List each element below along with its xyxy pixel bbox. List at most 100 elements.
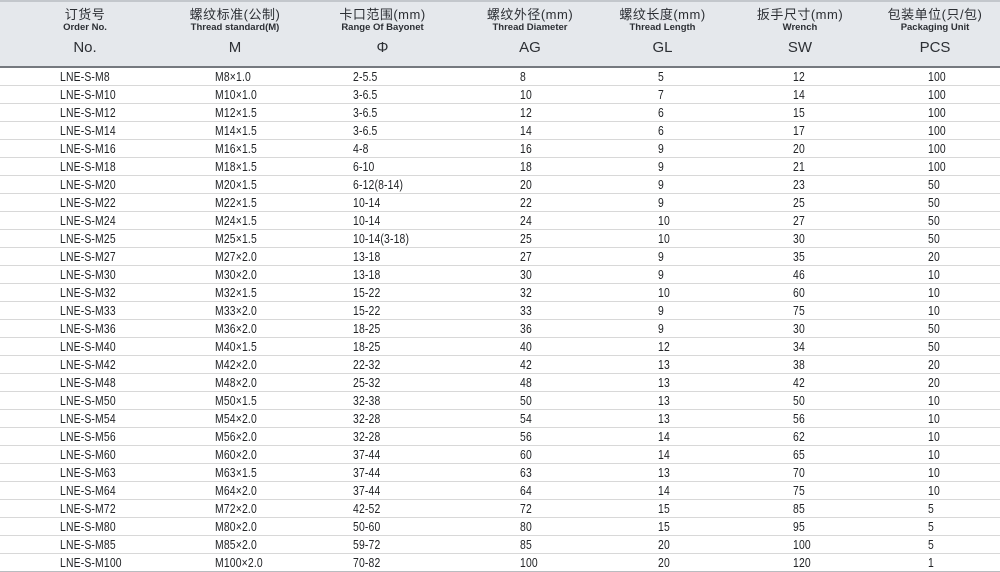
table-cell-bayonet-range: 3-6.5 <box>300 104 465 122</box>
table-cell-thread-length: 10 <box>595 284 730 302</box>
cell-value: 10 <box>928 302 940 318</box>
cell-value: 21 <box>793 158 805 174</box>
cell-value: 72 <box>520 500 532 516</box>
cell-value: 10 <box>928 266 940 282</box>
cell-value: M63×1.5 <box>215 464 257 480</box>
cell-value: 10-14 <box>353 194 381 210</box>
table-row: LNE-S-M100 M100×2.0 70-82 100 20 120 1 <box>0 554 1000 572</box>
cell-value: 13 <box>658 374 670 390</box>
cell-value: 18-25 <box>353 338 381 354</box>
table-cell-thread-diameter: 72 <box>465 500 595 518</box>
table-cell-thread-diameter: 48 <box>465 374 595 392</box>
table-cell-wrench-size: 14 <box>730 86 870 104</box>
table-cell-order-no: LNE-S-M30 <box>0 266 170 284</box>
cell-value: M56×2.0 <box>215 428 257 444</box>
table-cell-wrench-size: 62 <box>730 428 870 446</box>
table-cell-bayonet-range: 15-22 <box>300 284 465 302</box>
table-cell-packaging-unit: 10 <box>870 410 1000 428</box>
table-cell-bayonet-range: 50-60 <box>300 518 465 536</box>
cell-value: LNE-S-M56 <box>60 428 116 444</box>
table-cell-wrench-size: 17 <box>730 122 870 140</box>
table-cell-thread-standard: M8×1.0 <box>170 68 300 86</box>
table-cell-order-no: LNE-S-M48 <box>0 374 170 392</box>
table-cell-packaging-unit: 10 <box>870 266 1000 284</box>
table-cell-packaging-unit: 50 <box>870 212 1000 230</box>
cell-value: 100 <box>793 536 811 552</box>
table-cell-thread-length: 10 <box>595 212 730 230</box>
cell-value: LNE-S-M18 <box>60 158 116 174</box>
header-label-cn: 订货号 <box>64 7 106 22</box>
table-row: LNE-S-M54 M54×2.0 32-28 54 13 56 10 <box>0 410 1000 428</box>
cell-value: 46 <box>793 266 805 282</box>
table-cell-thread-length: 9 <box>595 266 730 284</box>
table-cell-bayonet-range: 6-12(8-14) <box>300 176 465 194</box>
table-cell-thread-standard: M16×1.5 <box>170 140 300 158</box>
cell-value: 54 <box>520 410 532 426</box>
table-cell-thread-diameter: 60 <box>465 446 595 464</box>
table-cell-order-no: LNE-S-M64 <box>0 482 170 500</box>
cell-value: 10 <box>928 446 940 462</box>
cell-value: M40×1.5 <box>215 338 257 354</box>
cell-value: 42 <box>520 356 532 372</box>
table-cell-bayonet-range: 32-28 <box>300 410 465 428</box>
cell-value: 64 <box>520 482 532 498</box>
cell-value: LNE-S-M85 <box>60 536 116 552</box>
cell-value: 13 <box>658 464 670 480</box>
cell-value: M18×1.5 <box>215 158 257 174</box>
header-label-en: Packaging Unit <box>900 22 970 33</box>
table-row: LNE-S-M60 M60×2.0 37-44 60 14 65 10 <box>0 446 1000 464</box>
cell-value: 15 <box>658 518 670 534</box>
table-cell-packaging-unit: 10 <box>870 392 1000 410</box>
table-cell-packaging-unit: 50 <box>870 338 1000 356</box>
table-cell-packaging-unit: 5 <box>870 518 1000 536</box>
table-cell-packaging-unit: 100 <box>870 86 1000 104</box>
table-cell-thread-standard: M64×2.0 <box>170 482 300 500</box>
table-cell-order-no: LNE-S-M40 <box>0 338 170 356</box>
column-header-thread-length: 螺纹长度(mm) Thread Length GL <box>595 2 730 66</box>
table-cell-packaging-unit: 100 <box>870 122 1000 140</box>
table-row: LNE-S-M56 M56×2.0 32-28 56 14 62 10 <box>0 428 1000 446</box>
table-cell-thread-length: 15 <box>595 500 730 518</box>
cell-value: 32 <box>520 284 532 300</box>
cell-value: 3-6.5 <box>353 104 378 120</box>
cell-value: 42-52 <box>353 500 381 516</box>
table-cell-thread-standard: M27×2.0 <box>170 248 300 266</box>
cell-value: 56 <box>793 410 805 426</box>
table-cell-thread-diameter: 36 <box>465 320 595 338</box>
header-symbol: M <box>228 39 242 56</box>
cell-value: M14×1.5 <box>215 122 257 138</box>
cell-value: LNE-S-M100 <box>60 554 122 570</box>
table-cell-thread-diameter: 18 <box>465 158 595 176</box>
cell-value: 120 <box>793 554 811 570</box>
table-cell-order-no: LNE-S-M8 <box>0 68 170 86</box>
table-body: LNE-S-M8 M8×1.0 2-5.5 8 5 12 100 LNE-S-M10 M10×1… <box>0 68 1000 572</box>
table-row: LNE-S-M27 M27×2.0 13-18 27 9 35 20 <box>0 248 1000 266</box>
table-cell-wrench-size: 30 <box>730 320 870 338</box>
table-cell-thread-diameter: 32 <box>465 284 595 302</box>
table-cell-order-no: LNE-S-M12 <box>0 104 170 122</box>
table-cell-wrench-size: 85 <box>730 500 870 518</box>
table-cell-wrench-size: 75 <box>730 482 870 500</box>
table-cell-bayonet-range: 2-5.5 <box>300 68 465 86</box>
cell-value: 9 <box>658 248 664 264</box>
cell-value: 32-28 <box>353 428 381 444</box>
table-cell-thread-standard: M100×2.0 <box>170 554 300 572</box>
table-cell-thread-length: 20 <box>595 554 730 572</box>
table-row: LNE-S-M42 M42×2.0 22-32 42 13 38 20 <box>0 356 1000 374</box>
cell-value: 65 <box>793 446 805 462</box>
cell-value: 13-18 <box>353 248 381 264</box>
table-cell-wrench-size: 27 <box>730 212 870 230</box>
table-cell-thread-diameter: 20 <box>465 176 595 194</box>
table-cell-thread-standard: M60×2.0 <box>170 446 300 464</box>
cell-value: M12×1.5 <box>215 104 257 120</box>
cell-value: 13 <box>658 410 670 426</box>
column-header-order-no: 订货号 Order No. No. <box>0 2 170 66</box>
table-cell-packaging-unit: 50 <box>870 320 1000 338</box>
cell-value: 38 <box>793 356 805 372</box>
table-cell-packaging-unit: 100 <box>870 140 1000 158</box>
table-cell-bayonet-range: 15-22 <box>300 302 465 320</box>
cell-value: 70-82 <box>353 554 381 570</box>
cell-value: 70 <box>793 464 805 480</box>
table-cell-packaging-unit: 10 <box>870 464 1000 482</box>
